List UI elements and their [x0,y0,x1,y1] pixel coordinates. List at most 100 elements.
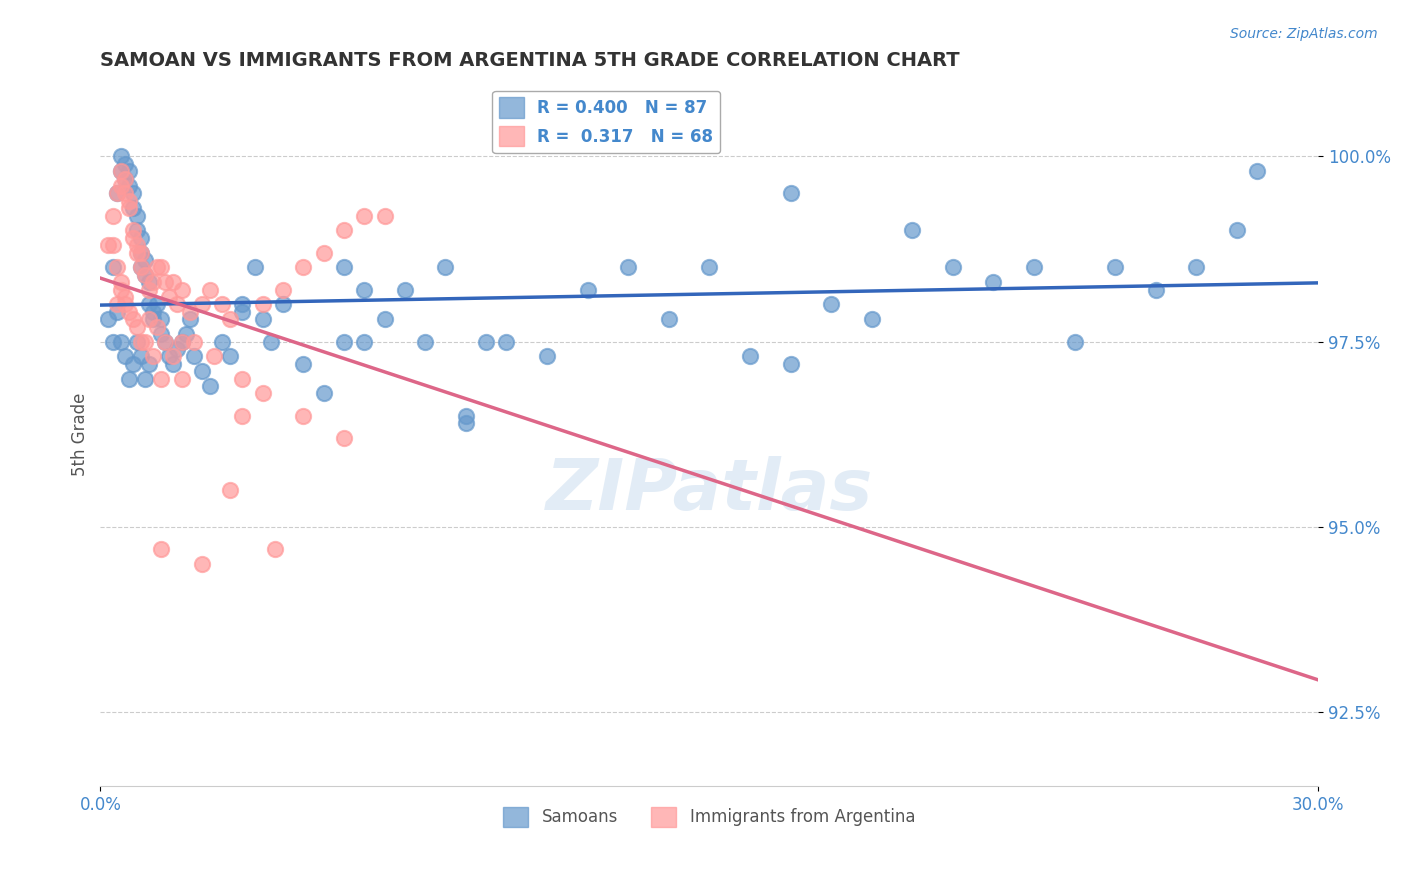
Point [121,186,143,201]
Point [121,312,143,326]
Point [110,164,132,178]
Point [617,260,640,275]
Point [101,209,124,223]
Text: SAMOAN VS IMMIGRANTS FROM ARGENTINA 5TH GRADE CORRELATION CHART: SAMOAN VS IMMIGRANTS FROM ARGENTINA 5TH … [100,51,960,70]
Point [243,260,266,275]
Point [105,186,128,201]
Point [134,334,156,349]
Point [658,312,681,326]
Point [191,297,214,311]
Point [252,297,274,311]
Point [353,283,375,297]
Point [150,312,173,326]
Legend: Samoans, Immigrants from Argentina: Samoans, Immigrants from Argentina [496,800,922,834]
Point [150,541,173,556]
Point [97,312,120,326]
Point [129,349,152,363]
Point [101,334,124,349]
Point [1185,260,1208,275]
Point [333,223,356,237]
Point [118,179,141,194]
Point [1144,283,1167,297]
Point [191,557,214,571]
Point [166,342,188,356]
Point [146,260,169,275]
Point [138,357,160,371]
Point [138,297,160,311]
Point [191,364,214,378]
Point [105,305,128,319]
Point [155,334,177,349]
Point [454,416,477,430]
Point [101,260,124,275]
Point [97,238,120,252]
Point [162,275,184,289]
Point [353,209,375,223]
Point [264,541,287,556]
Point [231,305,253,319]
Y-axis label: 5th Grade: 5th Grade [72,392,89,475]
Point [198,379,221,393]
Point [118,194,141,208]
Point [333,334,356,349]
Point [114,186,136,201]
Point [312,386,335,401]
Point [138,283,160,297]
Point [779,186,801,201]
Point [110,164,132,178]
Point [942,260,965,275]
Point [394,283,416,297]
Point [576,283,599,297]
Point [114,349,136,363]
Point [125,245,148,260]
Point [146,319,169,334]
Point [252,312,274,326]
Point [146,297,169,311]
Point [134,253,156,268]
Point [211,334,233,349]
Point [162,357,184,371]
Point [333,260,356,275]
Point [219,349,242,363]
Point [129,231,152,245]
Point [231,409,253,423]
Point [174,327,197,342]
Point [170,334,193,349]
Point [231,371,253,385]
Point [211,297,233,311]
Point [170,283,193,297]
Point [495,334,517,349]
Point [183,334,205,349]
Point [129,260,152,275]
Point [697,260,720,275]
Point [1104,260,1126,275]
Point [292,357,315,371]
Point [983,275,1005,289]
Point [129,245,152,260]
Point [134,371,156,385]
Point [105,186,128,201]
Point [114,157,136,171]
Point [231,297,253,311]
Point [475,334,498,349]
Point [118,201,141,215]
Point [121,357,143,371]
Text: Source: ZipAtlas.com: Source: ZipAtlas.com [1230,27,1378,41]
Point [129,245,152,260]
Point [536,349,558,363]
Point [125,238,148,252]
Point [292,260,315,275]
Point [373,312,395,326]
Point [142,312,165,326]
Point [162,349,184,363]
Point [125,223,148,237]
Point [125,334,148,349]
Point [114,171,136,186]
Point [271,283,294,297]
Point [134,268,156,282]
Point [110,334,132,349]
Point [138,275,160,289]
Point [129,334,152,349]
Point [292,409,315,423]
Point [114,171,136,186]
